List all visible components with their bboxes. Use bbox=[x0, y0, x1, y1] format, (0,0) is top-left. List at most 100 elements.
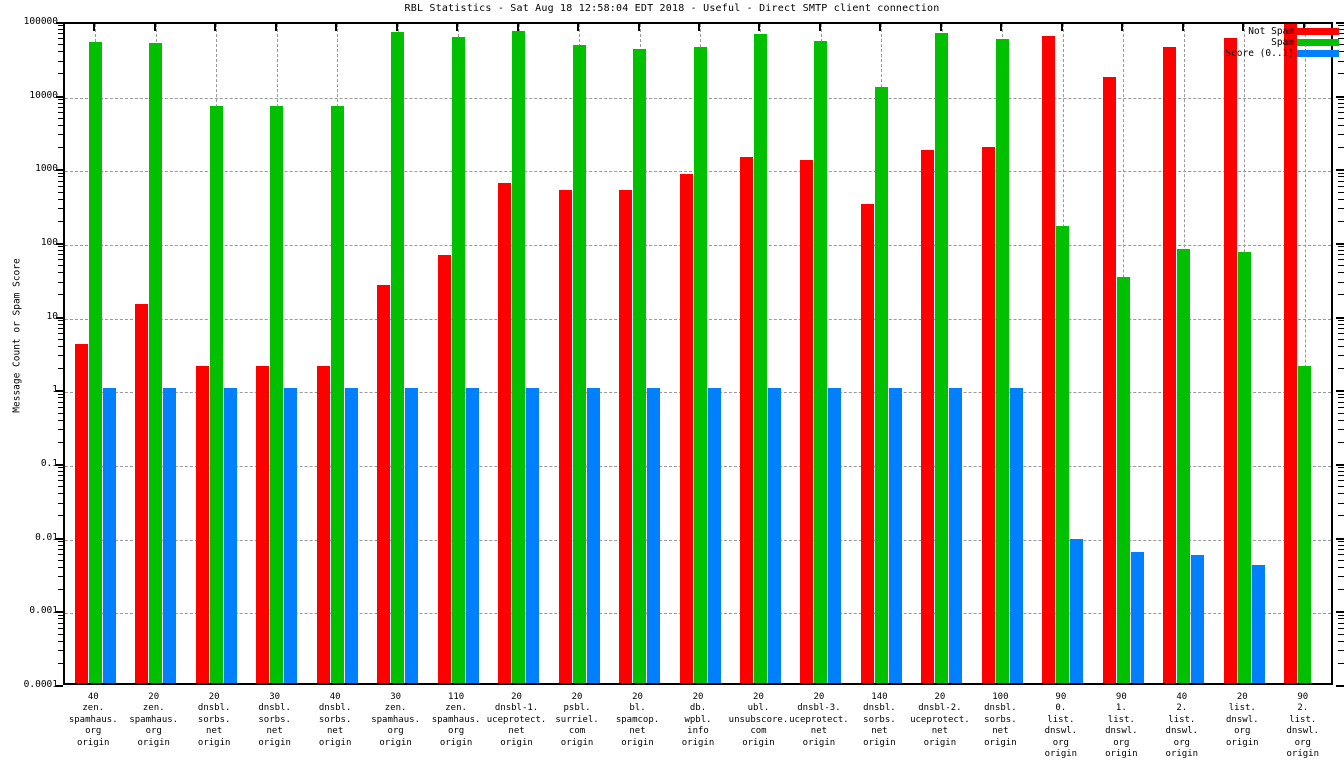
bar-spam bbox=[270, 106, 284, 683]
y-tick-minor-right bbox=[1338, 250, 1344, 252]
x-axis-label-line: 90 bbox=[1297, 692, 1309, 702]
y-tick-minor bbox=[58, 397, 63, 399]
y-tick-minor-right bbox=[1338, 554, 1344, 555]
x-tick bbox=[577, 22, 580, 31]
y-tick-major bbox=[56, 316, 63, 319]
bar-score bbox=[1130, 552, 1144, 683]
y-tick-minor-right bbox=[1338, 493, 1344, 495]
y-tick-minor bbox=[58, 281, 63, 283]
y-tick-minor-right bbox=[1338, 320, 1344, 322]
x-tick bbox=[939, 22, 942, 31]
x-axis-label-line: net bbox=[931, 726, 949, 737]
bar-score bbox=[1009, 388, 1023, 683]
y-tick-minor bbox=[58, 627, 63, 629]
x-tick bbox=[93, 22, 96, 31]
x-tick bbox=[879, 22, 882, 31]
y-tick-minor bbox=[58, 401, 63, 403]
y-tick-minor-right bbox=[1338, 265, 1344, 267]
x-axis-label: 40 zen. spamhaus. org origin bbox=[45, 692, 141, 749]
y-tick-minor bbox=[58, 176, 63, 178]
x-axis-label-line: origin bbox=[1165, 749, 1199, 760]
y-tick-minor bbox=[58, 662, 63, 664]
x-tick bbox=[1242, 22, 1245, 31]
y-tick-minor bbox=[58, 618, 63, 620]
x-axis-label-line: org bbox=[1052, 737, 1069, 748]
y-tick-minor bbox=[58, 355, 63, 357]
x-axis-label: 90 2. list. dnswl. org origin bbox=[1255, 692, 1344, 760]
y-tick-label: 100 bbox=[40, 237, 58, 248]
bar-notspam bbox=[498, 182, 512, 683]
bar-score bbox=[344, 388, 358, 683]
y-tick-minor bbox=[58, 60, 63, 62]
y-tick-minor bbox=[58, 486, 63, 488]
y-tick-minor-right bbox=[1338, 328, 1344, 330]
y-tick-minor bbox=[58, 180, 63, 182]
bar-score bbox=[888, 388, 902, 683]
bar-spam bbox=[935, 33, 949, 683]
x-axis-label-line: uceprotect. bbox=[910, 714, 970, 725]
bar-score bbox=[526, 388, 540, 683]
x-axis-label-line: org bbox=[1113, 737, 1130, 748]
bar-notspam bbox=[860, 203, 874, 683]
bar-score bbox=[828, 388, 842, 683]
y-tick-minor bbox=[58, 419, 63, 421]
y-tick-minor bbox=[58, 107, 63, 109]
y-tick-minor bbox=[58, 207, 63, 209]
x-tick bbox=[274, 22, 277, 31]
y-tick-minor bbox=[58, 99, 63, 101]
y-tick-minor bbox=[58, 38, 63, 40]
y-tick-minor bbox=[58, 272, 63, 274]
y-tick-minor bbox=[58, 73, 63, 75]
x-axis-label-line: uceprotect. bbox=[789, 714, 849, 725]
x-axis-label-line: origin bbox=[258, 737, 291, 748]
y-tick-major-right bbox=[1336, 169, 1344, 172]
y-tick-minor-right bbox=[1338, 112, 1344, 113]
x-axis-label: 140 dnsbl. sorbs. net origin bbox=[831, 692, 927, 749]
y-tick-label: 10000 bbox=[29, 89, 58, 101]
y-tick-minor bbox=[58, 480, 63, 482]
x-axis-label-line: 40 bbox=[329, 692, 341, 702]
y-tick-minor-right bbox=[1338, 207, 1344, 209]
gridline-vertical bbox=[1304, 24, 1306, 683]
bar-spam bbox=[1237, 252, 1251, 683]
x-axis-label: 20 bl. spamcop. net origin bbox=[590, 692, 686, 749]
y-tick-minor bbox=[58, 541, 63, 543]
y-tick-label: 1 bbox=[52, 384, 58, 396]
y-tick-minor-right bbox=[1338, 355, 1344, 357]
y-tick-minor bbox=[58, 29, 63, 31]
x-axis-label-line: info bbox=[687, 726, 709, 737]
x-axis-label-line: list. bbox=[1228, 703, 1256, 714]
x-axis-label-line: net bbox=[206, 726, 223, 737]
x-axis-label-line: 20 bbox=[692, 692, 704, 702]
y-tick-minor-right bbox=[1338, 566, 1344, 568]
y-tick-minor-right bbox=[1338, 191, 1344, 193]
x-axis-label-line: dnsbl. bbox=[258, 703, 291, 714]
legend-item: Score (0..1) bbox=[1208, 48, 1340, 59]
x-axis-label-line: origin bbox=[984, 737, 1017, 748]
y-tick-major bbox=[56, 243, 63, 245]
bar-notspam bbox=[619, 189, 633, 683]
x-axis-label-line: 30 bbox=[390, 692, 402, 702]
y-tick-minor-right bbox=[1338, 614, 1344, 616]
y-tick-minor bbox=[58, 471, 63, 473]
bar-notspam bbox=[377, 285, 391, 683]
y-tick-minor bbox=[58, 406, 63, 408]
y-tick-minor bbox=[58, 246, 63, 248]
bar-score bbox=[1191, 554, 1205, 683]
legend-swatch bbox=[1297, 28, 1339, 35]
y-tick-label: 10 bbox=[46, 310, 58, 322]
y-tick-minor-right bbox=[1338, 29, 1344, 31]
y-tick-minor-right bbox=[1338, 345, 1344, 347]
y-tick-minor-right bbox=[1338, 467, 1344, 469]
x-axis-label-line: 140 bbox=[871, 692, 888, 702]
bar-notspam bbox=[1042, 36, 1056, 683]
x-axis-label-line: origin bbox=[1286, 749, 1319, 760]
x-axis-label-line: origin bbox=[318, 737, 352, 748]
y-tick-major-right bbox=[1336, 611, 1344, 614]
x-axis-label-line: origin bbox=[923, 737, 957, 748]
y-tick-minor-right bbox=[1338, 627, 1344, 629]
x-axis-label-line: origin bbox=[137, 737, 170, 748]
x-axis-label-line: org bbox=[85, 726, 102, 737]
y-tick-minor bbox=[58, 51, 63, 53]
